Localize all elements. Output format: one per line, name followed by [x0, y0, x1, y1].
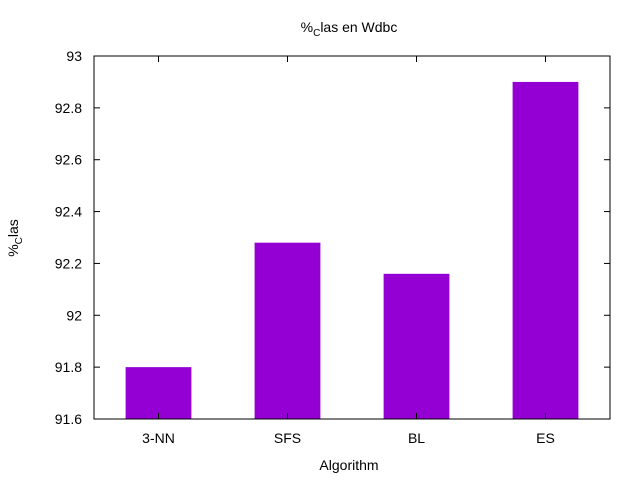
- x-tick-label: SFS: [274, 430, 301, 446]
- y-tick-label: 91.6: [55, 411, 82, 427]
- y-tick-label: 92.6: [55, 152, 82, 168]
- y-axis-title-prefix: %: [5, 244, 21, 256]
- x-tick-label: BL: [408, 430, 425, 446]
- y-tick-label: 92.8: [55, 100, 82, 116]
- bar-bl: [383, 273, 450, 419]
- chart-title-prefix: %: [301, 19, 313, 35]
- y-tick-label: 92.2: [55, 255, 82, 271]
- plot-area-frame: [93, 55, 611, 420]
- y-axis-title-subscript: C: [14, 237, 25, 244]
- y-tick-label: 92: [66, 307, 82, 323]
- bar-es: [512, 81, 579, 420]
- x-tick-label: 3-NN: [142, 430, 175, 446]
- y-axis-title-suffix: las: [5, 219, 21, 237]
- bar-3-nn: [125, 367, 192, 419]
- x-axis-title: Algorithm: [319, 457, 378, 473]
- x-axis-ticks: 3-NN SFS BL ES: [142, 56, 555, 446]
- chart-title-suffix: las en Wdbc: [320, 19, 397, 35]
- x-tick-label: ES: [536, 430, 555, 446]
- bars-group: [125, 81, 579, 420]
- y-tick-label: 93: [66, 48, 82, 64]
- y-tick-label: 92.4: [55, 204, 82, 220]
- chart-title: %Clas en Wdbc: [301, 19, 398, 39]
- y-axis-title: %Clas: [5, 219, 25, 257]
- y-tick-label: 91.8: [55, 359, 82, 375]
- y-axis-ticks: 91.6 91.8 92 92.2 92.4 92.6 92.8 93: [55, 48, 610, 427]
- chart-title-subscript: C: [313, 28, 320, 39]
- bar-sfs: [254, 242, 321, 419]
